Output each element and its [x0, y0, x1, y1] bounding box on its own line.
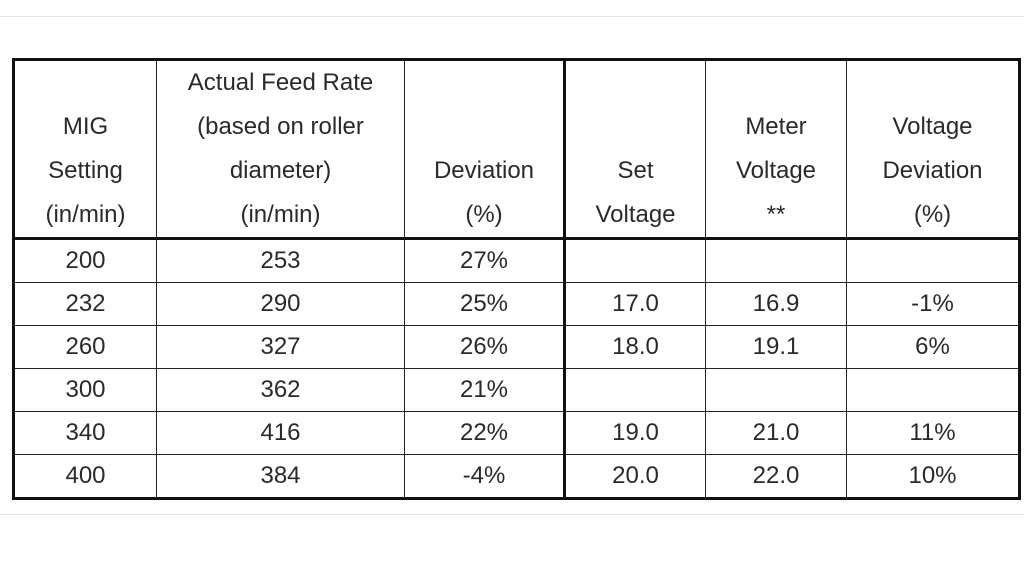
header-text: diameter): [229, 157, 332, 184]
table-row: 340 416 22% 19.0 21.0 11%: [13, 411, 1020, 455]
header-cell: Meter Voltage **: [705, 59, 847, 240]
header-text: (in/min): [240, 201, 321, 228]
table-cell: 26%: [404, 325, 566, 369]
header-text: Set: [617, 157, 654, 184]
header-text: **: [766, 201, 786, 228]
table-body: 200 253 27% 232 290 25% 17.0 16.9 -1% 260 327 26% 18…: [13, 238, 1020, 499]
table-cell: 11%: [846, 411, 1020, 455]
table-cell: 260: [13, 325, 157, 369]
table-cell: -4%: [404, 454, 566, 499]
header-text: Actual Feed Rate: [187, 69, 374, 96]
table-cell: 21%: [404, 368, 566, 412]
header-cell: MIG Setting (in/min): [13, 59, 157, 240]
table-cell: 300: [13, 368, 157, 412]
table-cell: 22%: [404, 411, 566, 455]
header-text: Voltage: [892, 113, 973, 140]
table-row: 300 362 21%: [13, 368, 1020, 412]
sheet-gridline: [0, 16, 1024, 17]
table-row: 260 327 26% 18.0 19.1 6%: [13, 325, 1020, 369]
table-cell: 384: [156, 454, 405, 499]
table-cell: 362: [156, 368, 405, 412]
table-cell: 17.0: [564, 282, 706, 326]
table-cell: 327: [156, 325, 405, 369]
header-cell: Voltage Deviation (%): [846, 59, 1020, 240]
table-cell: 416: [156, 411, 405, 455]
table-cell: 19.1: [705, 325, 847, 369]
header-text: Setting: [48, 157, 123, 184]
header-row: MIG Setting (in/min) Actual Feed Rate (based…: [13, 59, 1020, 240]
header-text: Voltage: [595, 201, 676, 228]
header-text: (%): [913, 201, 952, 228]
sheet-gridline: [0, 514, 1024, 515]
header-text: Deviation: [433, 157, 535, 184]
header-cell: Set Voltage: [564, 59, 706, 240]
table-cell: 20.0: [564, 454, 706, 499]
table-cell: 25%: [404, 282, 566, 326]
table-cell: 22.0: [705, 454, 847, 499]
table-row: 400 384 -4% 20.0 22.0 10%: [13, 454, 1020, 499]
table-cell: 400: [13, 454, 157, 499]
table-row: 200 253 27%: [13, 238, 1020, 283]
header-text: (based on roller: [197, 113, 364, 140]
table-cell: 27%: [404, 238, 566, 283]
table-cell: 340: [13, 411, 157, 455]
header-text: Deviation: [882, 157, 983, 184]
table-cell: 16.9: [705, 282, 847, 326]
table-cell: 290: [156, 282, 405, 326]
table-head: MIG Setting (in/min) Actual Feed Rate (based…: [13, 59, 1020, 240]
header-cell: Actual Feed Rate (based on roller diameter…: [156, 59, 405, 240]
table-cell: 6%: [846, 325, 1020, 369]
table-cell: 232: [13, 282, 157, 326]
header-cell: Deviation (%): [404, 59, 566, 240]
table-cell: 19.0: [564, 411, 706, 455]
table-cell: 10%: [846, 454, 1020, 499]
header-text: Voltage: [735, 157, 817, 184]
header-text: (%): [465, 201, 503, 228]
table-cell: 200: [13, 238, 157, 283]
table-cell: [705, 368, 847, 412]
table-cell: [564, 368, 706, 412]
header-text: (in/min): [45, 201, 126, 228]
table-cell: 18.0: [564, 325, 706, 369]
header-text: Meter: [745, 113, 807, 140]
table-cell: [705, 238, 847, 283]
table-cell: 253: [156, 238, 405, 283]
table-cell: [846, 368, 1020, 412]
table-cell: [564, 238, 706, 283]
table-row: 232 290 25% 17.0 16.9 -1%: [13, 282, 1020, 326]
table-cell: -1%: [846, 282, 1020, 326]
header-text: MIG: [62, 113, 109, 140]
table-cell: 21.0: [705, 411, 847, 455]
table-cell: [846, 238, 1020, 283]
data-table: MIG Setting (in/min) Actual Feed Rate (based…: [12, 58, 1021, 500]
